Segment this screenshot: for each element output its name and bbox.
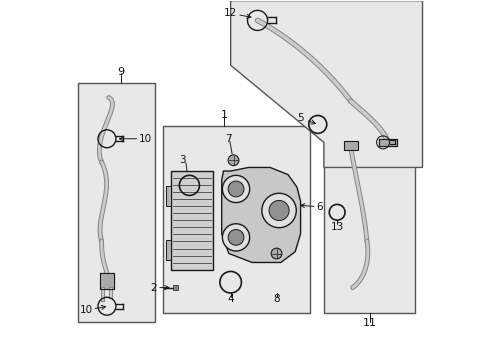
Text: 12: 12 <box>224 8 251 18</box>
Polygon shape <box>221 167 300 262</box>
Text: 2: 2 <box>150 283 169 293</box>
Text: 8: 8 <box>273 294 280 304</box>
Circle shape <box>262 193 296 228</box>
Text: 3: 3 <box>179 155 186 165</box>
Circle shape <box>222 224 250 251</box>
Circle shape <box>228 181 244 197</box>
Circle shape <box>228 229 244 245</box>
Polygon shape <box>100 273 114 289</box>
Bar <box>324 137 416 313</box>
Circle shape <box>228 155 239 166</box>
Text: 7: 7 <box>225 134 232 144</box>
Text: 5: 5 <box>297 113 316 124</box>
Text: 6: 6 <box>300 202 323 212</box>
Circle shape <box>222 175 250 203</box>
Circle shape <box>271 248 282 259</box>
Bar <box>78 83 155 321</box>
Polygon shape <box>379 139 397 146</box>
Bar <box>163 126 310 313</box>
Bar <box>166 186 172 206</box>
Bar <box>172 171 213 270</box>
Bar <box>343 140 358 149</box>
Text: 1: 1 <box>221 111 228 121</box>
Circle shape <box>269 201 289 221</box>
Text: 9: 9 <box>117 67 124 77</box>
Text: 13: 13 <box>331 222 344 231</box>
Polygon shape <box>231 1 422 167</box>
Text: 11: 11 <box>363 319 377 328</box>
Bar <box>166 240 172 260</box>
Text: 10: 10 <box>120 134 152 144</box>
Text: 4: 4 <box>227 294 234 304</box>
Text: 10: 10 <box>79 305 105 315</box>
Bar <box>172 285 177 290</box>
